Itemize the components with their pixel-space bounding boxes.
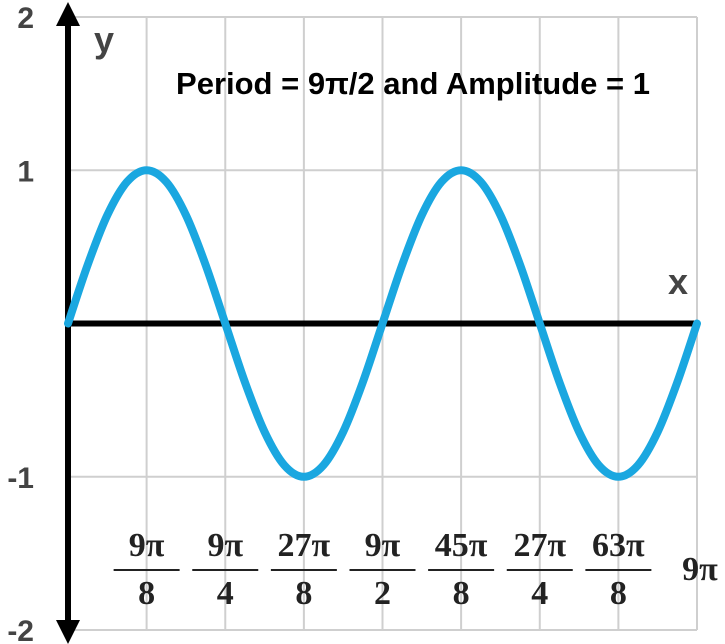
y-tick-label: -1: [7, 462, 34, 495]
x-tick-denominator: 2: [374, 575, 391, 612]
x-tick-numerator: 9π: [207, 527, 243, 564]
x-tick-numerator: 9π: [365, 527, 401, 564]
y-axis-label: y: [94, 19, 114, 60]
x-tick-denominator: 8: [138, 575, 155, 612]
x-tick-denominator: 8: [610, 575, 627, 612]
x-tick-denominator: 8: [295, 575, 312, 612]
x-axis-label: x: [668, 261, 688, 302]
curve: [64, 166, 701, 481]
plot: [64, 166, 701, 481]
y-tick-label: 2: [17, 2, 34, 35]
x-tick-denominator: 4: [531, 575, 548, 612]
chart-title: Period = 9π/2 and Amplitude = 1: [176, 66, 650, 101]
x-tick-numerator: 63π: [592, 527, 645, 564]
y-tick-label: 1: [17, 155, 34, 188]
x-tick-label: 9π: [682, 551, 718, 588]
x-tick-denominator: 4: [217, 575, 234, 612]
x-tick-numerator: 27π: [513, 527, 566, 564]
x-tick-denominator: 8: [453, 575, 470, 612]
x-tick-numerator: 45π: [435, 527, 488, 564]
x-tick-numerator: 27π: [278, 527, 331, 564]
x-tick-numerator: 9π: [129, 527, 165, 564]
y-tick-label: -2: [7, 615, 34, 644]
